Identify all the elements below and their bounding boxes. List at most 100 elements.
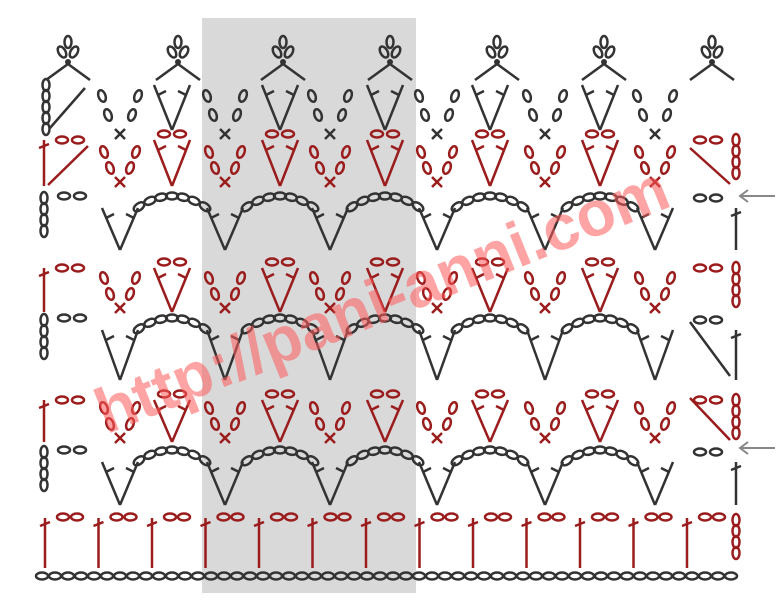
chain	[497, 45, 509, 59]
stitch	[525, 207, 547, 251]
chain	[492, 34, 502, 50]
chain	[541, 571, 557, 581]
sc	[539, 302, 551, 314]
stitch	[125, 466, 135, 474]
chain	[731, 425, 741, 441]
stitch	[38, 402, 50, 410]
chain	[637, 107, 649, 123]
stitch	[278, 267, 300, 313]
stitch	[157, 89, 167, 97]
stitch	[495, 272, 505, 280]
chain	[308, 144, 320, 160]
stitch	[100, 461, 122, 506]
stitch	[47, 145, 89, 186]
chain	[644, 512, 659, 522]
stitch	[475, 404, 485, 412]
chain	[600, 129, 616, 139]
stitch	[260, 139, 282, 187]
chain	[178, 45, 190, 59]
chain	[229, 160, 241, 176]
stitch	[660, 466, 670, 474]
stitch	[370, 144, 380, 152]
chain	[209, 160, 221, 176]
stitch	[605, 144, 615, 152]
stitch	[278, 399, 300, 443]
chain	[476, 571, 492, 581]
chain	[659, 416, 671, 432]
chain	[528, 571, 544, 581]
picot-dot	[65, 59, 71, 65]
stitch	[660, 334, 670, 342]
chain	[323, 512, 338, 522]
chain	[437, 571, 453, 581]
stitch	[543, 461, 565, 506]
stitch	[730, 464, 742, 472]
chain	[70, 263, 86, 273]
chain	[449, 88, 461, 104]
chain	[39, 477, 49, 493]
chain	[72, 445, 88, 455]
stitch	[39, 520, 51, 528]
stitch	[605, 404, 615, 412]
chain	[70, 135, 86, 145]
stitch	[653, 461, 675, 506]
stitch	[543, 207, 565, 251]
chain	[521, 88, 533, 104]
chain	[485, 45, 497, 59]
stitch	[282, 62, 306, 82]
stitch	[210, 212, 220, 220]
chain	[665, 400, 677, 416]
chain	[692, 447, 708, 457]
picot-dot	[709, 59, 715, 65]
chain	[156, 389, 172, 399]
stitch	[67, 62, 91, 82]
chain	[421, 160, 433, 176]
chain	[230, 512, 245, 522]
stitch	[435, 461, 457, 506]
stitch	[603, 62, 627, 82]
stitch	[152, 139, 174, 187]
chain	[600, 389, 616, 399]
chain	[430, 512, 445, 522]
chain	[523, 144, 535, 160]
chain	[104, 416, 116, 432]
stitch	[230, 334, 240, 342]
chain	[124, 160, 136, 176]
chain	[537, 512, 552, 522]
chain	[99, 571, 115, 581]
stitch	[470, 84, 492, 131]
stitch	[285, 144, 295, 152]
chain	[415, 400, 427, 416]
chain	[68, 45, 80, 59]
chain	[551, 512, 566, 522]
stitch	[390, 144, 400, 152]
chain	[63, 34, 73, 50]
stitch	[285, 404, 295, 412]
stitch	[210, 466, 220, 474]
stitch	[100, 329, 122, 381]
chain	[555, 270, 567, 286]
stitch	[442, 212, 452, 220]
chain	[69, 512, 85, 522]
stitch	[422, 466, 432, 474]
stitch	[170, 84, 192, 131]
sc	[539, 176, 551, 188]
chain	[166, 45, 178, 59]
chain	[447, 270, 459, 286]
stitch	[177, 404, 187, 412]
stitch	[580, 84, 602, 131]
stitch	[530, 334, 540, 342]
chain	[172, 129, 188, 139]
highlight-band	[202, 18, 416, 593]
stitch	[598, 267, 620, 313]
stitch	[260, 62, 284, 82]
stitch	[635, 461, 657, 506]
stitch	[550, 212, 560, 220]
sc	[219, 128, 231, 140]
sc	[431, 302, 443, 314]
stitch	[265, 144, 275, 152]
stitch	[530, 466, 540, 474]
chain	[700, 45, 712, 59]
stitch	[475, 89, 485, 97]
